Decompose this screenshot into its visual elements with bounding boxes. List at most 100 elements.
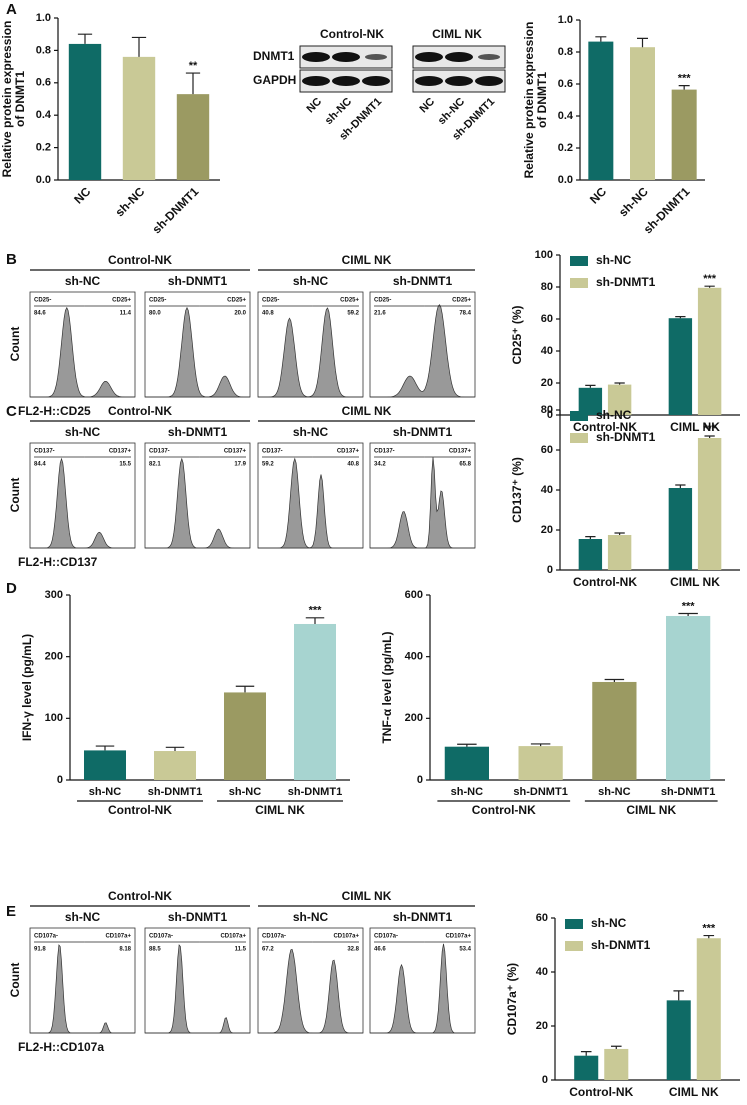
panel-letter: E	[6, 903, 16, 920]
x-tick-label: sh-DNMT1	[661, 786, 715, 798]
gate-label: CD137+	[337, 449, 360, 455]
bar	[604, 1048, 629, 1080]
y-axis-label: TNF-α level (pg/mL)	[380, 631, 394, 743]
gate-percent: 11.4	[120, 311, 132, 317]
flow-frame	[144, 927, 251, 1034]
blot-row-label: GAPDH	[253, 73, 296, 87]
bar	[444, 746, 489, 780]
gate-percent: 40.8	[347, 462, 359, 468]
error-bar	[637, 37, 648, 48]
gate-percent: 21.6	[374, 311, 386, 317]
bar	[68, 43, 102, 180]
flow-y-label: Count	[8, 963, 22, 998]
gate-percent: 91.8	[34, 947, 46, 953]
flow-frame	[29, 927, 136, 1034]
y-tick-label: 1.0	[36, 12, 51, 24]
gate-label: CD107a-	[149, 934, 173, 940]
bar	[518, 746, 563, 780]
flow-sample-label: sh-DNMT1	[393, 910, 453, 924]
legend-label: sh-NC	[591, 916, 627, 930]
panel-letter: B	[6, 251, 17, 268]
error-bar	[604, 678, 625, 682]
significance: ***	[703, 273, 717, 285]
gate-label: CD137-	[262, 449, 283, 455]
significance: **	[189, 60, 198, 72]
legend-swatch	[570, 433, 588, 443]
y-tick-label: 20	[536, 1020, 548, 1032]
bar	[592, 681, 637, 780]
flow-x-label: FL2-H::CD25	[18, 404, 91, 418]
flow-x-label: FL2-H::CD137	[18, 555, 98, 569]
x-tick-label: NC	[71, 184, 93, 206]
gate-percent: 15.5	[119, 462, 131, 468]
flow-group-label: CIML NK	[342, 404, 392, 418]
blot-band	[445, 76, 473, 86]
gate-label: CD25+	[340, 298, 359, 304]
gate-percent: 20.0	[234, 311, 246, 317]
gate-percent: 59.2	[262, 462, 274, 468]
panel-letter: A	[6, 1, 17, 18]
error-bar	[131, 36, 147, 57]
y-tick-label: 0.6	[36, 77, 51, 89]
gate-percent: 32.8	[347, 947, 359, 953]
bar	[578, 387, 603, 415]
y-tick-label: 0	[547, 564, 553, 576]
gate-percent: 78.4	[459, 311, 471, 317]
flow-group-label: CIML NK	[342, 889, 392, 903]
gate-label: CD25-	[149, 298, 166, 304]
y-tick-label: 0	[417, 774, 423, 786]
gate-label: CD107a-	[34, 934, 58, 940]
gate-percent: 84.4	[34, 462, 46, 468]
x-tick-label: CIML NK	[670, 420, 720, 434]
bar	[668, 318, 693, 415]
flow-x-label: FL2-H::CD107a	[18, 1040, 104, 1054]
legend-swatch	[565, 919, 583, 929]
gate-percent: 34.2	[374, 462, 386, 468]
flow-frame	[369, 442, 476, 549]
error-bar	[704, 435, 715, 438]
legend-label: sh-NC	[596, 408, 632, 422]
x-tick-label: sh-DNMT1	[150, 184, 202, 236]
bar	[574, 1055, 599, 1080]
legend-label: sh-NC	[596, 253, 632, 267]
legend-label: sh-DNMT1	[591, 938, 651, 952]
error-bar	[77, 33, 93, 44]
gate-label: CD137-	[374, 449, 395, 455]
panel-letter: D	[6, 580, 17, 597]
flow-frame	[29, 291, 136, 398]
x-tick-label: Control-NK	[573, 575, 637, 589]
flow-histogram	[145, 306, 250, 398]
gate-percent: 46.6	[374, 947, 386, 953]
y-tick-label: 20	[541, 524, 553, 536]
flow-sample-label: sh-NC	[293, 425, 329, 439]
flow-group-label: Control-NK	[108, 404, 172, 418]
flow-histogram	[370, 304, 475, 398]
bar	[588, 41, 614, 180]
group-label: CIML NK	[626, 803, 676, 817]
flow-histogram	[370, 943, 475, 1034]
blot-band	[415, 52, 443, 62]
bar	[578, 539, 603, 570]
blot-group-label: Control-NK	[320, 27, 384, 41]
x-tick-label: sh-NC	[112, 184, 147, 219]
x-tick-label: NC	[587, 184, 609, 206]
y-tick-label: 600	[405, 589, 423, 601]
error-bar	[678, 85, 690, 90]
panel-letter: C	[6, 403, 17, 420]
y-axis-label: CD25⁺ (%)	[510, 305, 524, 364]
y-tick-label: 0.0	[36, 174, 51, 186]
bar	[630, 47, 655, 181]
y-axis-label: of DNMT1	[13, 71, 27, 127]
blot-band	[445, 52, 473, 62]
blot-band	[302, 52, 330, 62]
flow-sample-label: sh-DNMT1	[393, 274, 453, 288]
gate-label: CD107a+	[105, 934, 131, 940]
gate-percent: 40.8	[262, 311, 274, 317]
gate-label: CD137+	[109, 449, 132, 455]
flow-frame	[144, 291, 251, 398]
y-tick-label: 0.8	[36, 44, 51, 56]
flow-frame	[369, 927, 476, 1034]
bar	[607, 384, 632, 415]
error-bar	[675, 484, 686, 488]
flow-sample-label: sh-NC	[65, 274, 101, 288]
